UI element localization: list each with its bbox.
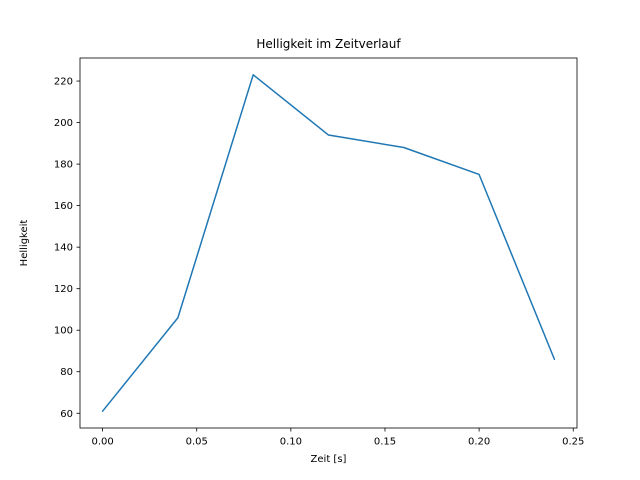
data-line [101,74,556,412]
chart-title: Helligkeit im Zeitverlauf [256,37,401,51]
x-tick-label: 0.10 [280,437,302,448]
x-tick-label: 0.00 [91,437,113,448]
y-tick-label: 100 [54,326,73,337]
x-axis-label: Zeit [s] [311,454,347,465]
y-axis-label: Helligkeit [19,220,30,267]
plot-area: 0.00 0.05 0.10 0.15 0.20 0.25 60 80 100 120 140 160… [54,57,584,448]
y-tick-label: 220 [54,77,73,88]
y-tick-label: 120 [54,284,73,295]
axes-frame [79,57,578,429]
x-tick-label: 0.20 [468,437,490,448]
x-tick-label: 0.05 [186,437,208,448]
y-tick-label: 60 [60,409,73,420]
y-tick-label: 200 [54,118,73,129]
y-tick-label: 160 [54,201,73,212]
y-tick-label: 140 [54,243,73,254]
y-tick-label: 80 [60,367,73,378]
x-tick-label: 0.25 [562,437,584,448]
y-tick-label: 180 [54,160,73,171]
x-tick-label: 0.15 [374,437,396,448]
